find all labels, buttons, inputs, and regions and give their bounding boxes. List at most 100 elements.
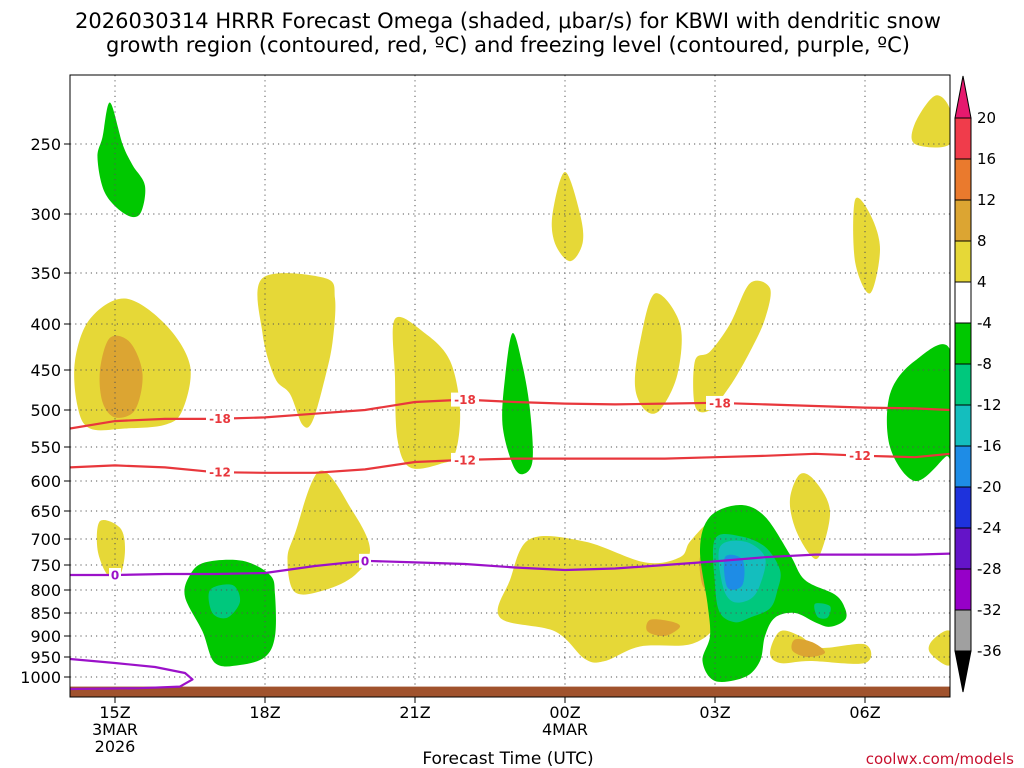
omega-region-yellow: [287, 470, 371, 595]
y-tick-label: 350: [30, 264, 61, 283]
contour-label: -12: [454, 453, 476, 467]
x-tick-label: 15Z: [99, 703, 130, 722]
colorbar-top-arrow: [954, 75, 972, 119]
colorbar-bin: [954, 158, 972, 201]
contour-label: -12: [849, 449, 871, 463]
contour-label-bg: [706, 395, 734, 410]
colorbar-label: -12: [977, 396, 1002, 414]
y-tick-label: 300: [30, 205, 61, 224]
colorbar-bin: [954, 363, 972, 406]
y-tick-label: 950: [30, 648, 61, 667]
omega-region-yellow: [634, 293, 682, 414]
contour-label: 0: [111, 569, 119, 583]
colorbar-bin: [954, 240, 972, 283]
colorbar-bin: [954, 486, 972, 529]
contour-line: [70, 657, 194, 691]
colorbar-bin: [954, 445, 972, 488]
x-tick-label: 00Z: [549, 703, 580, 722]
colorbar-bin: [954, 404, 972, 447]
plot-frame: [69, 74, 951, 698]
colorbar-bin: [954, 322, 972, 365]
y-tick-label: 700: [30, 530, 61, 549]
y-tick-label: 450: [30, 361, 61, 380]
colorbar-bin: [954, 199, 972, 242]
contour-label-bg: [109, 568, 121, 582]
contour-label-bg: [359, 553, 371, 568]
omega-region-blue: [723, 554, 745, 590]
source-credit: coolwx.com/models: [866, 750, 1014, 768]
omega-region-yellow: [928, 630, 950, 666]
x-tick-date: 3MAR: [92, 720, 138, 739]
omega-colorbar: 20 16 12 8 4 -4 -8 -12 -16 -20 -24 -28 -32 -36: [954, 75, 1002, 693]
omega-region-orange: [791, 638, 826, 658]
omega-shaded-regions: [74, 95, 950, 682]
chart-title-line-1: 2026030314 HRRR Forecast Omega (shaded, …: [75, 9, 941, 33]
colorbar-label: -4: [977, 314, 992, 332]
omega-region-yellow: [551, 172, 584, 262]
x-tick-label: 18Z: [249, 703, 280, 722]
colorbar-label: 20: [977, 109, 996, 127]
omega-region-orange: [646, 619, 681, 637]
colorbar-label: -24: [977, 519, 1002, 537]
surface-ground-band: [70, 686, 950, 697]
x-tick-label: 06Z: [849, 703, 880, 722]
contour-label-bg: [206, 411, 234, 426]
colorbar-label: -8: [977, 355, 992, 373]
colorbar-label: 12: [977, 191, 996, 209]
colorbar-bin: [954, 609, 972, 652]
y-tick-label: 650: [30, 502, 61, 521]
omega-region-yellow: [789, 473, 831, 560]
contour-label: 0: [361, 554, 369, 568]
temperature-contours: -18 -18 -18 -12 -12 -12 0 0: [70, 392, 950, 691]
colorbar-bottom-arrow: [954, 650, 972, 693]
colorbar-bin: [954, 568, 972, 611]
y-tick-label: 550: [30, 438, 61, 457]
colorbar-bin: [954, 117, 972, 160]
colorbar-label: -36: [977, 642, 1002, 660]
x-tick-label: 21Z: [399, 703, 430, 722]
omega-region-yellow: [911, 95, 950, 148]
colorbar-label: -16: [977, 437, 1002, 455]
contour-label-bg: [451, 452, 479, 467]
contour-label-bg: [451, 392, 479, 407]
contour-line: [70, 552, 950, 577]
y-tick-label: 850: [30, 604, 61, 623]
colorbar-label: 4: [977, 273, 987, 291]
y-tick-label: 600: [30, 472, 61, 491]
x-axis-label: Forecast Time (UTC): [422, 749, 593, 768]
contour-label-bg: [846, 448, 874, 463]
colorbar-label: -28: [977, 560, 1002, 578]
colorbar-label: -20: [977, 478, 1002, 496]
omega-region-orange: [99, 335, 143, 418]
y-tick-label: 800: [30, 581, 61, 600]
omega-region-yellow: [257, 273, 336, 428]
dotted-grid: [70, 75, 950, 697]
contour-label: -18: [454, 393, 476, 407]
y-tick-label: 1000: [20, 668, 61, 687]
omega-region-yellow: [770, 630, 872, 664]
pressure-axis: 250 300 350 400 450 500 550 600 650 700 750 800 850 9…: [20, 135, 70, 687]
omega-region-teal: [208, 584, 241, 619]
chart-title-line-2: growth region (contoured, red, ºC) and f…: [106, 33, 910, 57]
contour-label: -12: [209, 466, 231, 480]
contour-label: -18: [709, 396, 731, 410]
y-tick-label: 750: [30, 556, 61, 575]
y-tick-label: 500: [30, 401, 61, 420]
omega-region-yellow: [497, 522, 718, 663]
omega-region-green: [886, 344, 950, 482]
omega-region-teal: [814, 603, 831, 619]
y-tick-label: 250: [30, 135, 61, 154]
omega-region-yellow: [693, 280, 771, 413]
omega-region-green: [502, 333, 533, 475]
colorbar-label: 8: [977, 232, 987, 250]
omega-region-yellow: [853, 197, 880, 294]
omega-region-yellow: [392, 316, 461, 469]
colorbar-bin: [954, 281, 972, 324]
x-tick-year: 2026: [95, 737, 136, 756]
omega-region-yellow: [96, 519, 125, 579]
contour-label: -18: [209, 412, 231, 426]
colorbar-bin: [954, 527, 972, 570]
omega-region-green: [97, 102, 146, 218]
